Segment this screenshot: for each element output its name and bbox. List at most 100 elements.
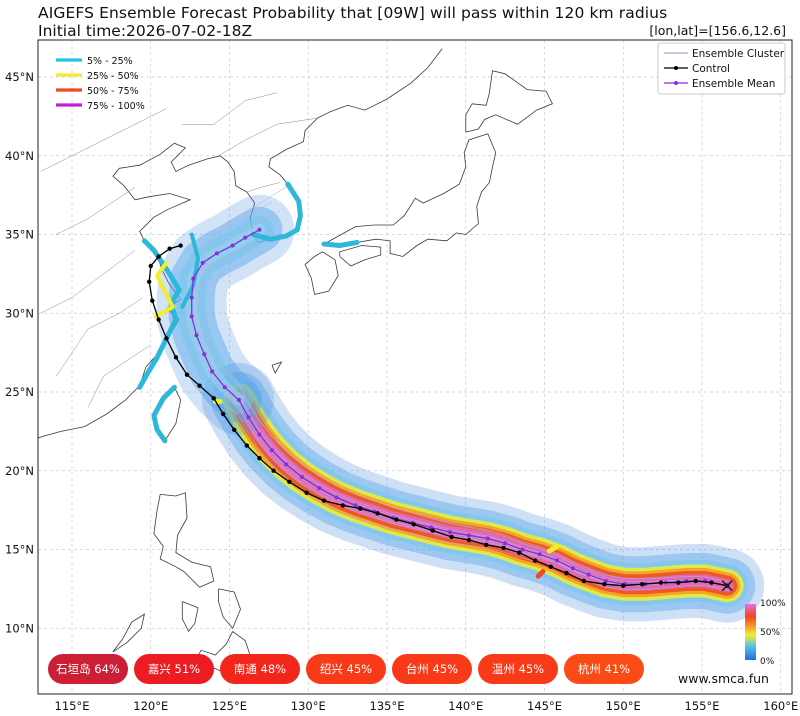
city-probability-outline [137,238,182,390]
control-point [340,503,346,508]
ensemble-member-track [186,260,728,591]
storm-start-marker [721,580,733,592]
coastline-segment [304,251,339,295]
lat-tick-label: 20°N [5,464,34,478]
colorbar-bottom-label: 0% [760,657,775,667]
ensemble-mean-point [222,385,227,390]
control-point [639,581,645,587]
ensemble-mean-point [246,415,251,420]
control-point [287,479,292,484]
lon-tick-label: 120°E [133,699,168,713]
prob-legend-label: 50% - 75% [87,86,139,97]
border-line [182,92,277,125]
control-point [257,455,262,461]
border-line [218,117,318,157]
map-title: AIGEFS Ensemble Forecast Probability tha… [38,4,668,22]
ensemble-mean-point [202,352,207,357]
control-point [693,578,698,584]
city-probability-outline [535,569,546,579]
ensemble-mean-point [299,475,304,480]
control-point [375,511,380,516]
axis-ticks: 115°E 120°E 125°E 130°E 135°E 140°E 145°E 150°E… [5,70,798,713]
track-legend: Ensemble Cluster Control Ensemble Mean [657,42,786,95]
border-line [40,250,136,314]
ensemble-mean-point [257,227,262,232]
city-probability-outline [321,239,360,248]
ensemble-member-track [195,230,728,587]
city-probability-shading [137,181,560,579]
ensemble-mean-point [603,579,608,583]
control-point [358,506,363,511]
coastline-segment [323,133,497,257]
track-legend-label: Ensemble Cluster [692,48,785,60]
control-point [430,528,435,533]
coastline-segment [112,613,145,653]
track-legend-label: Ensemble Mean [692,78,775,90]
city-probability-outline [546,543,560,554]
city-probability-outline [153,260,175,319]
forecast-tracks [146,227,733,592]
border-line [246,182,280,193]
lon-tick-label: 125°E [212,699,247,713]
control-point [173,355,179,360]
control-point [581,578,587,584]
city-probability-pill: 嘉兴 51% [134,654,214,684]
track-legend-label: Control [692,63,730,75]
control-point [658,580,664,585]
coastline-segment [153,492,215,588]
colorbar-mid-label: 50% [760,628,781,638]
ensemble-mean-point [284,462,289,467]
coastline-segment [218,588,241,630]
city-probability-outline [250,181,303,242]
control-point [621,583,626,588]
ensemble-member-track [192,218,728,587]
ensemble-member-track [188,242,728,587]
ensemble-mean-point [317,486,322,491]
control-point [211,396,216,401]
coastline-segment [465,70,553,133]
control-point [164,336,169,341]
coastline-segment [339,245,382,267]
lat-tick-label: 35°N [5,228,34,242]
probability-legend: 5% - 25% 25% - 50% 50% - 75% 75% - 100% [56,56,145,112]
control-point [548,564,553,570]
ensemble-mean-point [194,333,199,338]
storm-position: [lon,lat]=[156.6,12.6] [649,23,786,38]
coastline-segment [271,361,283,375]
lat-tick-label: 40°N [5,149,34,163]
border-line [56,297,144,377]
track-legend-marker [674,81,678,85]
prob-legend-label: 25% - 50% [87,71,139,82]
control-point [244,443,250,448]
control-point [232,427,237,432]
control-point [167,246,172,251]
ensemble-mean-point [586,572,591,577]
ensemble-mean-point [210,369,215,374]
lon-tick-label: 145°E [527,699,562,713]
ensemble-mean-point [243,235,248,240]
ensemble-mean-point [189,295,194,300]
control-point [532,558,538,563]
lon-tick-label: 150°E [606,699,641,713]
control-point [178,243,183,248]
city-probability-pill: 南通 48% [220,654,300,684]
coastline-segment [181,601,199,633]
control-point [304,490,309,495]
ensemble-mean-point [230,243,235,248]
lat-tick-label: 30°N [5,306,34,320]
border-line [87,344,151,408]
control-point [156,317,161,322]
ensemble-mean-point [214,251,219,256]
border-line [40,108,167,172]
control-point [271,468,276,473]
city-probability-pill: 杭州 41% [564,654,644,684]
ensemble-mean-point [200,260,205,265]
lon-tick-label: 140°E [448,699,483,713]
ensemble-mean-point [503,541,508,546]
ensemble-mean-point [270,448,275,453]
ensemble-mean-point [353,503,358,508]
city-probability-pill: 石垣岛 64% [48,654,128,684]
control-point [394,517,399,522]
control-point [146,279,152,284]
